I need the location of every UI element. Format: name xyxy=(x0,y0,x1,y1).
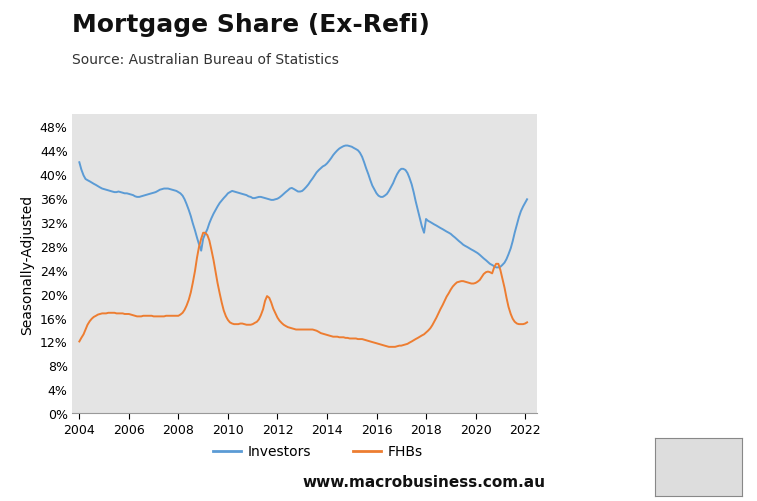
Legend: Investors, FHBs: Investors, FHBs xyxy=(207,439,428,464)
Text: MACRO: MACRO xyxy=(610,35,696,55)
Y-axis label: Seasonally-Adjusted: Seasonally-Adjusted xyxy=(20,194,34,334)
Text: Mortgage Share (Ex-Refi): Mortgage Share (Ex-Refi) xyxy=(72,13,430,37)
Text: BUSINESS: BUSINESS xyxy=(595,73,711,93)
Text: Source: Australian Bureau of Statistics: Source: Australian Bureau of Statistics xyxy=(72,53,339,67)
Text: www.macrobusiness.com.au: www.macrobusiness.com.au xyxy=(302,474,546,489)
